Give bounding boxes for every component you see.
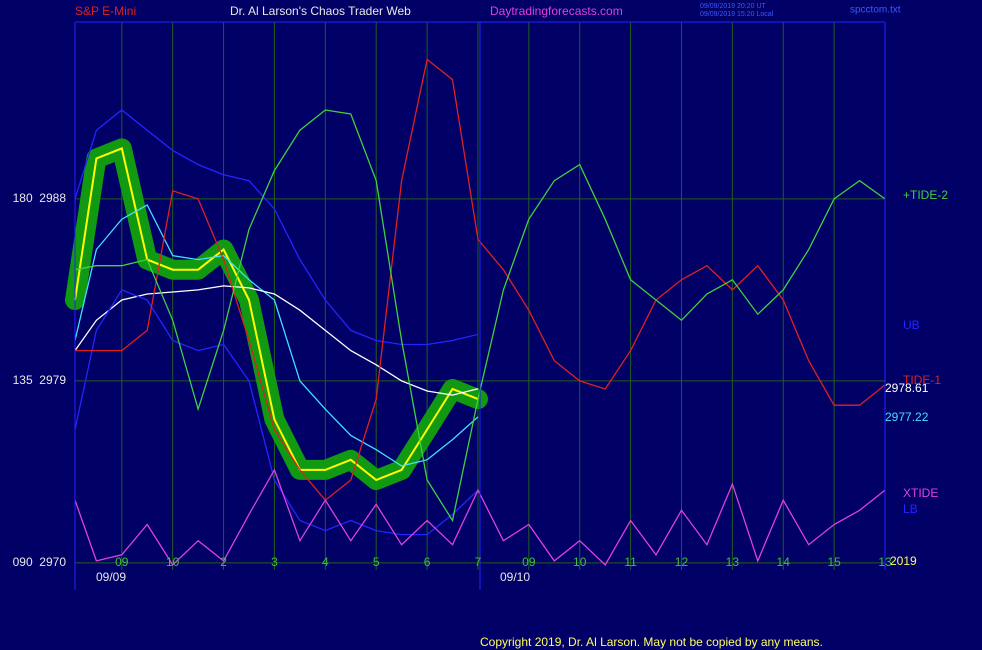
legend-label: LB bbox=[903, 502, 918, 516]
site: Daytradingforecasts.com bbox=[490, 4, 623, 18]
series-line bbox=[74, 109, 886, 523]
y-tick-label: 135 2979 bbox=[13, 373, 67, 387]
x-tick-label: 5 bbox=[373, 555, 380, 569]
x-tick-label: 3 bbox=[271, 555, 278, 569]
copyright: Copyright 2019, Dr. Al Larson. May not b… bbox=[480, 635, 823, 649]
x-tick-label: 2 bbox=[220, 555, 227, 569]
x-tick-label: 13 bbox=[726, 555, 740, 569]
x-tick-label: 4 bbox=[322, 555, 329, 569]
file-name: spcctom.txt bbox=[850, 5, 901, 16]
x-tick-label: 7 bbox=[475, 555, 482, 569]
x-tick-label: 10 bbox=[573, 555, 587, 569]
x-tick-label: 14 bbox=[777, 555, 791, 569]
series-line bbox=[74, 109, 479, 346]
legend-label: TIDE-1 bbox=[903, 373, 941, 387]
legend-label: UB bbox=[903, 318, 920, 332]
legend-label: +TIDE-2 bbox=[903, 188, 948, 202]
x-tick-label: 12 bbox=[675, 555, 689, 569]
x-tick-label: 10 bbox=[166, 555, 180, 569]
y-tick-label: 090 2970 bbox=[13, 555, 67, 569]
x-tick-label: 13 bbox=[878, 555, 892, 569]
symbol: S&P E-Mini bbox=[75, 4, 136, 18]
year-label: 2019 bbox=[890, 554, 917, 568]
value-label: 2978.61 bbox=[885, 381, 929, 395]
timestamp: 09/09/2019 20:20 UT bbox=[700, 3, 766, 10]
legend-label: XTIDE bbox=[903, 486, 938, 500]
series-line bbox=[74, 289, 479, 536]
x-tick-label: 09 bbox=[115, 555, 129, 569]
date-label: 09/09 bbox=[96, 570, 126, 584]
timestamp: 09/09/2019 15:20 Local bbox=[700, 11, 774, 18]
date-label: 09/10 bbox=[500, 570, 530, 584]
plot-area bbox=[65, 22, 886, 570]
value-label: 2977.22 bbox=[885, 410, 929, 424]
x-tick-label: 6 bbox=[424, 555, 431, 569]
series-line bbox=[74, 204, 479, 467]
series-line bbox=[75, 58, 886, 502]
x-tick-label: 09 bbox=[522, 555, 536, 569]
series-line bbox=[74, 147, 479, 482]
y-tick-label: 180 2988 bbox=[13, 191, 67, 205]
series-line bbox=[74, 468, 886, 566]
x-tick-label: 15 bbox=[827, 555, 841, 569]
chart-title: Dr. Al Larson's Chaos Trader Web bbox=[230, 4, 411, 18]
x-tick-label: 11 bbox=[624, 555, 637, 569]
